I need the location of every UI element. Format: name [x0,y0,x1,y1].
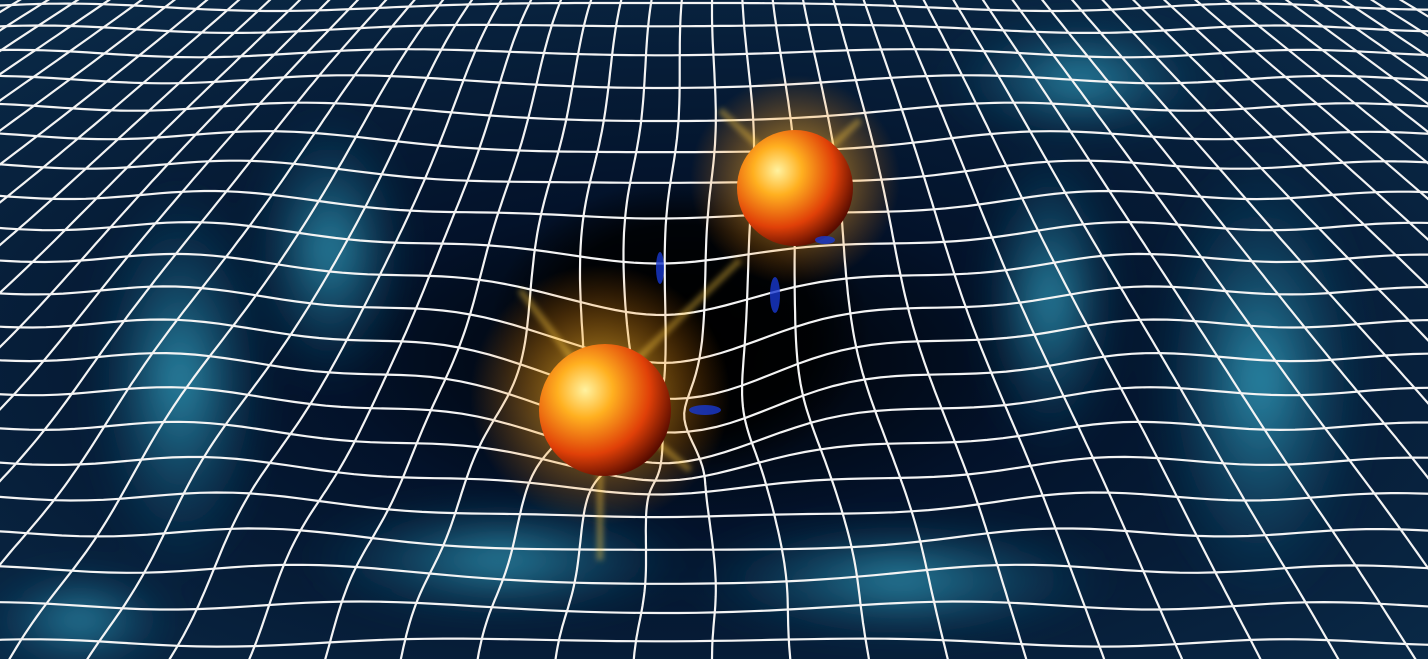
reflection [689,405,721,415]
grid-line [0,0,360,411]
reflection [815,236,835,244]
grid-line [1040,0,1428,480]
grid-line [1193,0,1428,201]
glow [90,180,270,580]
grid-line [1101,0,1428,342]
glow [0,570,180,659]
grid-line [0,0,302,295]
reflection [656,252,664,284]
grid-line [248,0,533,659]
grid-line [0,0,241,204]
grid-line [922,0,1262,659]
glow [680,520,1120,640]
grid-line [324,0,563,659]
grid-line [0,0,144,102]
reflection [770,277,780,313]
grid-line [1224,0,1428,165]
grid-line [981,0,1417,659]
grid-line [1011,0,1428,571]
grid-line [1284,0,1428,106]
glow [250,110,410,390]
grid-line [862,0,1106,659]
grid-line [8,0,445,659]
grid-line [1162,0,1428,242]
grid-line [168,0,503,659]
glow [980,140,1120,460]
grid-line [952,0,1340,659]
grid-line [1070,0,1428,405]
grid-line [0,0,177,132]
grid-line [1131,0,1428,288]
grid-line [0,0,272,247]
grid-line [0,0,388,483]
glow [1150,150,1370,610]
blue-reflections [656,236,835,415]
star-small [737,130,853,246]
grid-line [892,0,1184,659]
star-large [539,344,671,476]
grid-line [0,0,209,166]
grid-line [0,0,331,349]
grid-line [0,0,416,567]
grid-line [86,0,474,659]
grid-line [1255,0,1428,134]
